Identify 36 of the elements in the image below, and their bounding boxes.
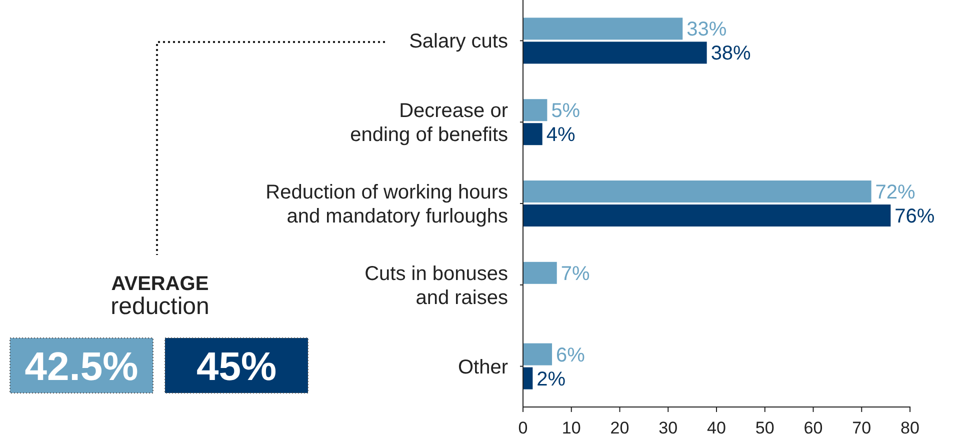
bar [523,262,557,284]
x-tick-label: 60 [804,418,823,438]
data-label: 2% [536,368,566,390]
y-tick-label: Reduction of working hours and mandatory furloughs [266,182,508,228]
bar [523,123,542,146]
y-tick-label: Salary cuts [409,30,508,53]
x-tick-label: 70 [852,418,872,438]
bar [523,204,891,226]
bar [523,18,683,40]
x-tick-label: 10 [562,418,581,438]
y-tick-label: Cuts in bonuses and raises [364,262,508,309]
data-label: 6% [556,344,586,366]
data-label: 4% [546,124,576,146]
x-tick-label: 0 [518,418,528,438]
bar [523,99,548,122]
x-tick-label: 20 [610,418,630,438]
y-tick-label: Other [458,356,508,378]
data-label: 5% [551,100,580,122]
text: 42.5% [24,345,138,389]
bar [523,42,707,64]
bar [523,367,533,390]
data-label: 33% [686,18,727,41]
x-tick-label: 40 [707,418,726,438]
data-label: 38% [710,42,752,65]
x-tick-label: 80 [900,418,920,438]
text: AVERAGE [111,273,209,295]
x-tick-label: 30 [658,418,678,438]
data-label: 7% [560,262,590,285]
y-tick-label: Decrease or ending of benefits [350,100,508,146]
bar [523,180,872,202]
text: 45% [196,345,277,389]
bar [523,343,552,366]
data-label: 72% [875,182,916,204]
x-tick-label: 50 [755,418,774,438]
text: reduction [110,293,210,320]
data-label: 76% [894,206,935,228]
